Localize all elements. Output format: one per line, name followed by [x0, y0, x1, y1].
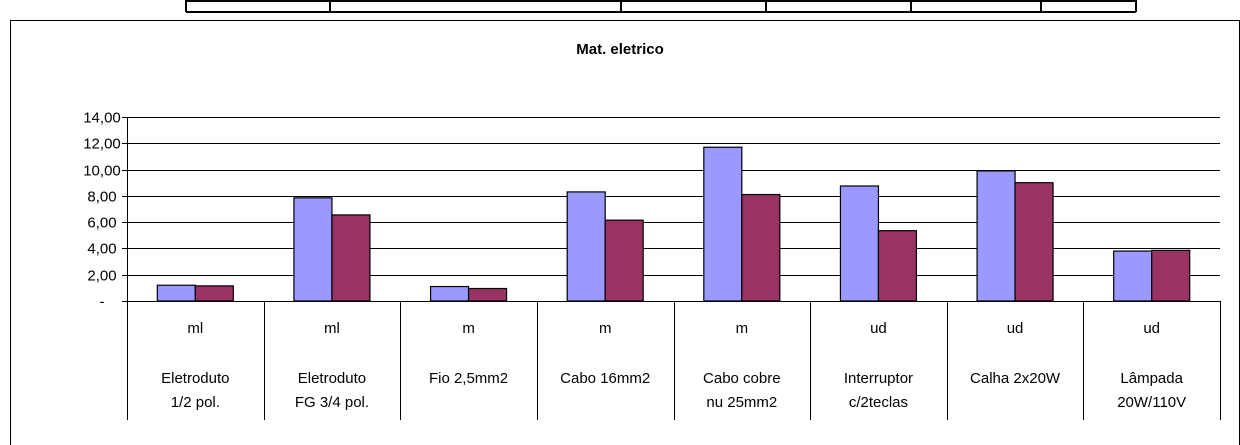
bar	[741, 193, 781, 302]
y-tick-label: 6,00	[87, 215, 116, 232]
bar	[1113, 250, 1153, 302]
category-label: Eletroduto	[298, 370, 366, 387]
category-unit-label: ml	[187, 320, 203, 337]
category-label: Eletroduto	[161, 370, 229, 387]
category-label: Fio 2,5mm2	[429, 370, 508, 387]
y-tick-label: 4,00	[87, 241, 116, 258]
category-unit-label: ud	[1007, 320, 1024, 337]
y-tick-label: 8,00	[87, 189, 116, 206]
bar	[467, 287, 508, 302]
chart-title: Mat. eletrico	[576, 41, 664, 58]
bar	[1014, 182, 1054, 302]
category-unit-label: m	[736, 320, 749, 337]
category-label: 1/2 pol.	[171, 394, 220, 411]
y-tick-label: 12,00	[83, 136, 121, 153]
bar	[877, 230, 918, 302]
category-label: FG 3/4 pol.	[295, 394, 369, 411]
y-tick-label: 2,00	[87, 268, 116, 285]
category-label: Cabo 16mm2	[560, 370, 650, 387]
bar	[156, 284, 196, 302]
category-label: nu 25mm2	[706, 394, 777, 411]
category-unit-label: ml	[324, 320, 340, 337]
y-axis-ticks: - 2,00 4,00 6,00 8,00 10,00 12,00 14,00	[83, 110, 128, 311]
bar	[703, 146, 743, 302]
category-unit-label: ud	[870, 320, 887, 337]
category-unit-label: ud	[1143, 320, 1160, 337]
bar	[429, 285, 470, 302]
category-axis: ml Eletroduto 1/2 pol. ml Eletroduto FG 3/4 p…	[127, 301, 1221, 420]
bar	[604, 219, 644, 302]
category-label: Cabo cobre	[703, 370, 781, 387]
category-label: Lâmpada	[1120, 370, 1183, 387]
category-label: Calha 2x20W	[970, 370, 1061, 387]
category-label: 20W/110V	[1117, 394, 1186, 411]
y-tick-label: -	[100, 294, 105, 311]
bar	[293, 197, 333, 302]
y-tick-label: 10,00	[83, 163, 121, 180]
table-fragment	[185, 0, 1137, 13]
bar	[566, 191, 606, 302]
bar	[839, 185, 880, 302]
bar	[976, 170, 1016, 302]
bar	[1151, 249, 1191, 302]
category-unit-label: m	[462, 320, 475, 337]
category-label: c/2teclas	[849, 394, 908, 411]
y-tick-label: 14,00	[83, 110, 121, 127]
category-unit-label: m	[599, 320, 612, 337]
bar	[194, 285, 234, 302]
bar	[331, 214, 371, 302]
bars	[156, 146, 1191, 302]
category-label: Interruptor	[844, 370, 913, 387]
